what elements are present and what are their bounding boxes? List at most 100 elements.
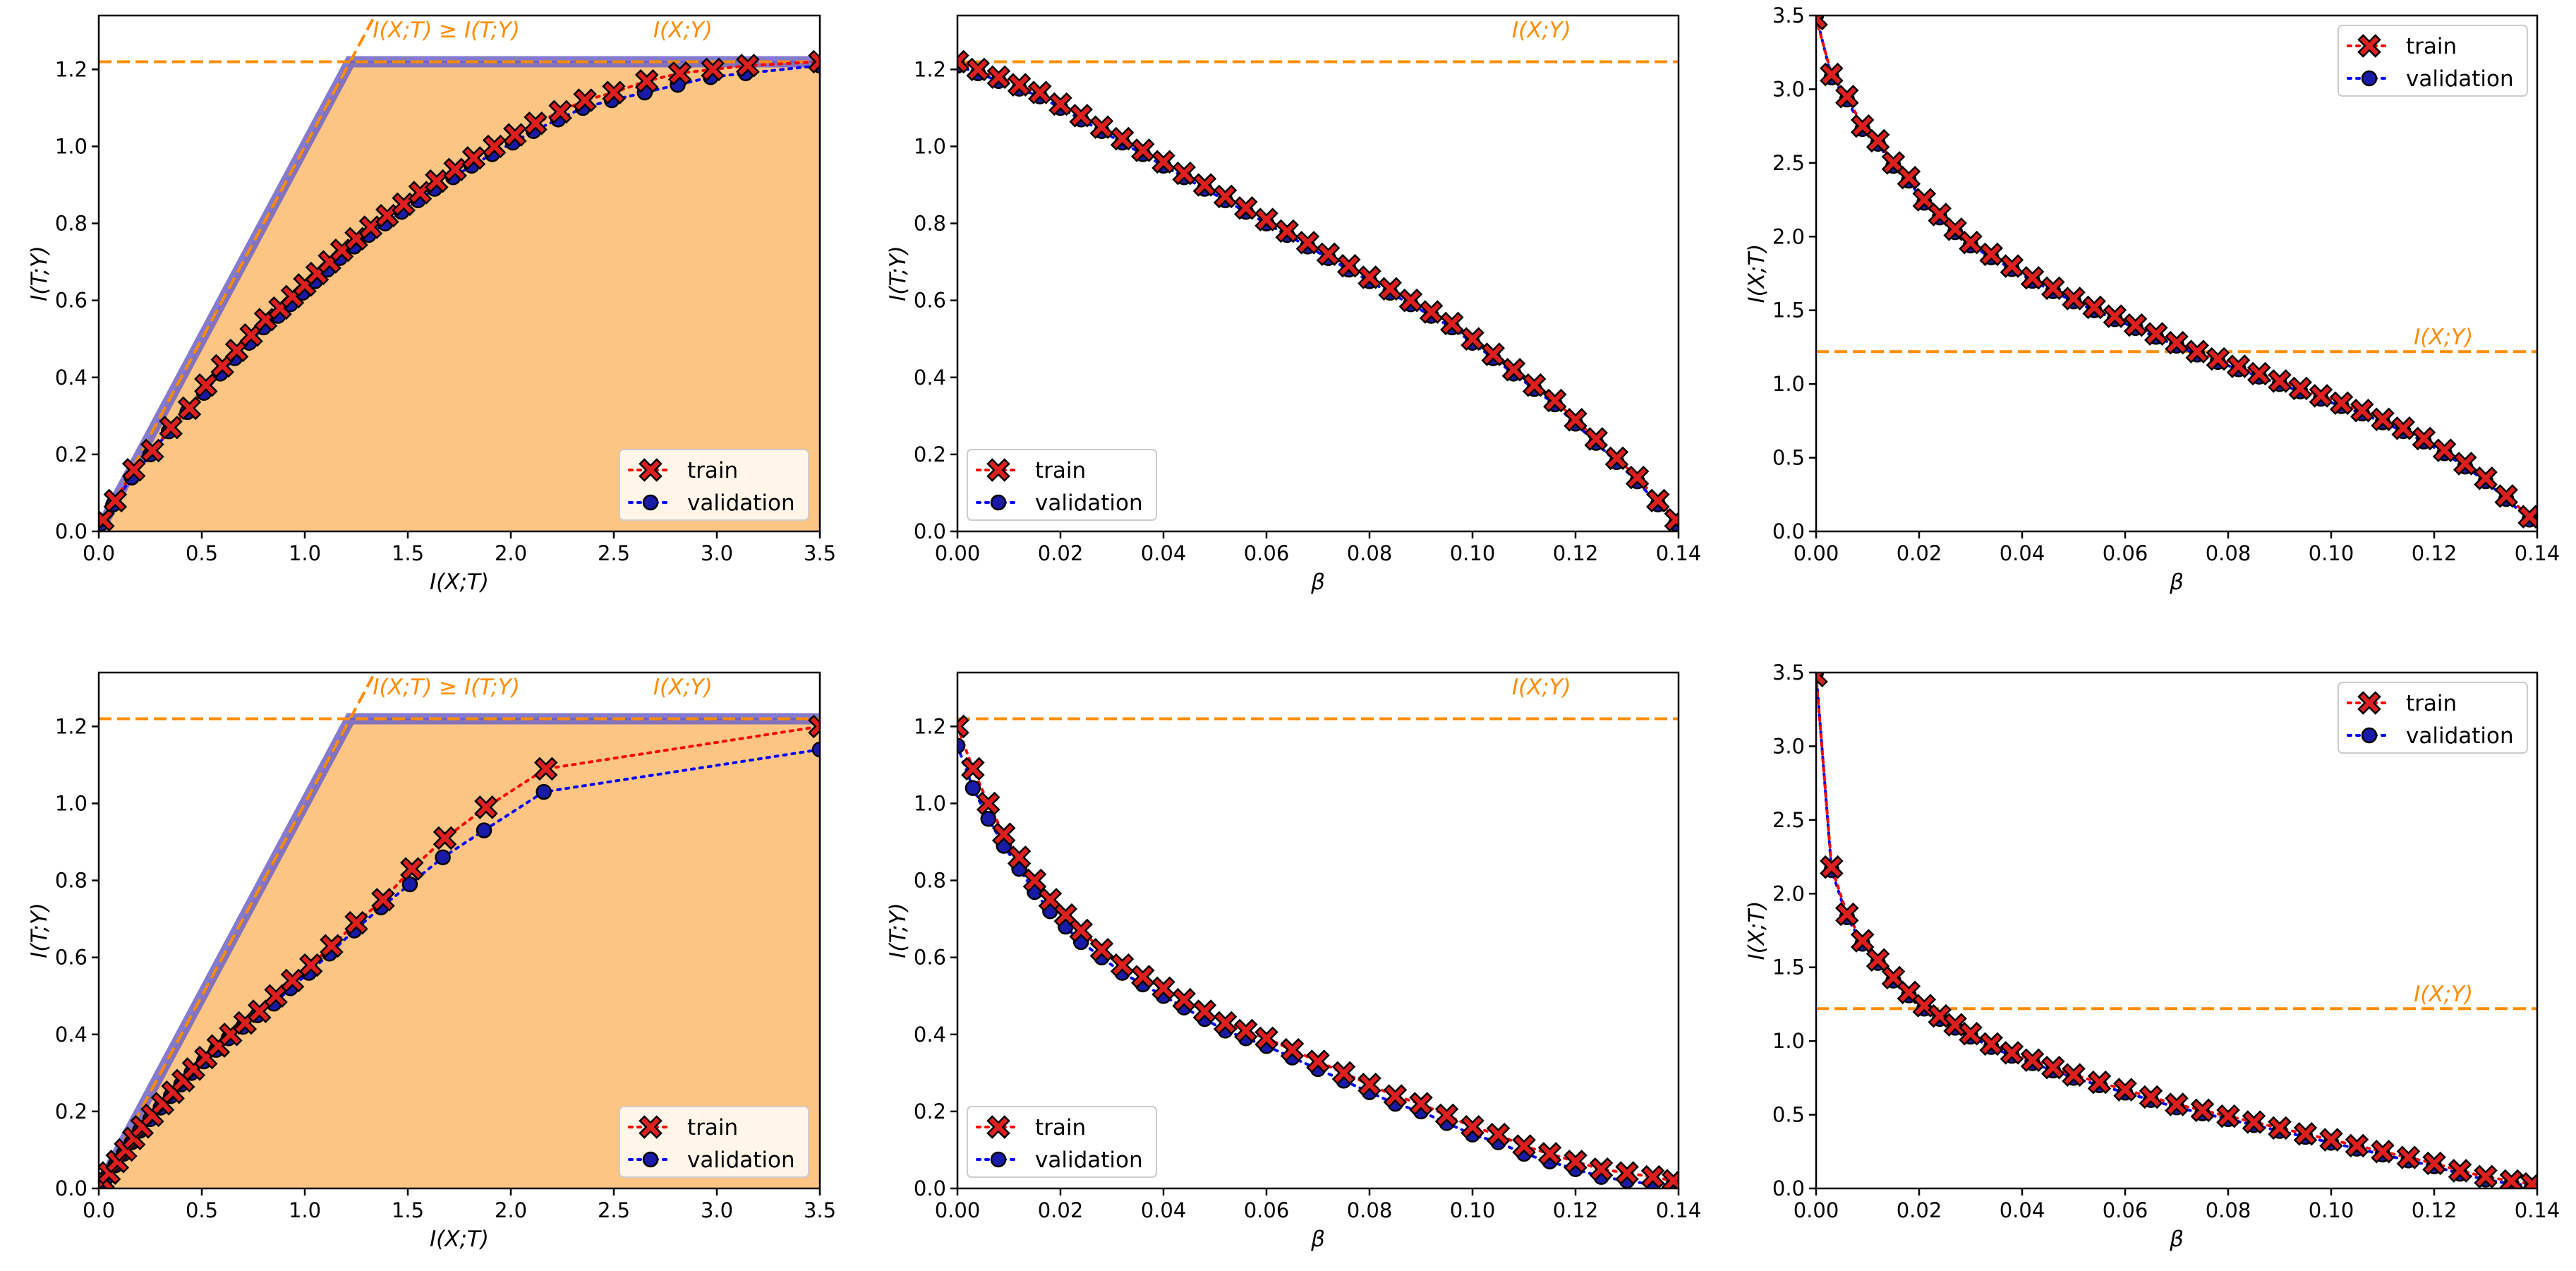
- x-tick-label: 1.0: [289, 1198, 321, 1222]
- train-point: [2432, 438, 2457, 462]
- train-point: [634, 68, 659, 93]
- bound-label: I(X;T) ≥ I(T;Y): [373, 18, 519, 43]
- validation-point: [980, 811, 997, 827]
- y-tick-label: 0.4: [914, 366, 946, 390]
- reference-label: I(X;Y): [2414, 982, 2473, 1007]
- x-axis-label: β: [2169, 1227, 2184, 1252]
- train-point: [344, 910, 368, 935]
- x-tick-label: 0.12: [2412, 541, 2457, 565]
- train-point: [2247, 361, 2271, 386]
- train-point: [474, 795, 498, 819]
- y-tick-label: 0.2: [914, 442, 946, 466]
- train-point: [2165, 1092, 2189, 1116]
- plot-area: [957, 49, 1679, 531]
- validation-point: [435, 849, 451, 866]
- train-point: [2288, 376, 2312, 401]
- train-point: [1028, 80, 1052, 104]
- train-point: [1604, 446, 1629, 471]
- train-point: [1409, 1092, 1433, 1116]
- legend-train-marker: [986, 1115, 1010, 1139]
- train-point: [121, 457, 146, 482]
- train-point: [1501, 358, 1526, 382]
- train-point: [1234, 195, 1258, 220]
- train-point: [280, 968, 305, 993]
- train-point: [701, 57, 725, 82]
- y-tick-label: 3.0: [1772, 77, 1805, 101]
- train-point: [1564, 1150, 1588, 1174]
- x-tick-label: 3.0: [701, 541, 733, 565]
- train-point: [533, 757, 558, 781]
- train-point: [461, 146, 486, 170]
- y-tick-label: 3.0: [1772, 734, 1805, 758]
- train-point: [140, 438, 164, 463]
- x-axis-label: β: [1310, 1227, 1325, 1252]
- x-tick-label: 0.10: [2309, 1198, 2354, 1222]
- train-point: [2319, 1128, 2343, 1152]
- train-point: [2144, 322, 2168, 346]
- y-tick-label: 1.5: [1772, 956, 1805, 980]
- train-point: [1943, 217, 1967, 241]
- validation-point: [811, 741, 820, 758]
- y-tick-label: 0.4: [55, 1023, 87, 1047]
- validation-point: [401, 876, 418, 893]
- y-tick-label: 0.2: [55, 1100, 87, 1124]
- train-point: [1048, 92, 1072, 116]
- train-point: [2293, 1121, 2318, 1146]
- y-tick-label: 0.0: [55, 519, 87, 543]
- x-axis-label: I(X;T): [430, 570, 489, 595]
- train-point: [2268, 1116, 2292, 1140]
- x-tick-label: 0.12: [1553, 541, 1599, 565]
- x-tick-label: 0.10: [1450, 541, 1496, 565]
- train-point: [103, 488, 128, 513]
- train-point: [298, 953, 323, 977]
- train-point: [2020, 265, 2045, 290]
- train-point: [2474, 466, 2498, 490]
- legend-validation-label: validation: [1035, 1147, 1143, 1173]
- train-point: [2000, 254, 2024, 278]
- train-point: [1543, 388, 1567, 413]
- x-tick-label: 0.5: [186, 1198, 218, 1222]
- train-point: [667, 61, 692, 85]
- x-tick-label: 1.0: [289, 541, 321, 565]
- train-point: [573, 88, 597, 112]
- legend-validation-marker: [642, 494, 659, 511]
- y-tick-label: 2.5: [1772, 808, 1805, 832]
- train-point: [177, 396, 202, 421]
- x-tick-label: 0.04: [2000, 1198, 2045, 1222]
- legend-validation-label: validation: [687, 1147, 795, 1173]
- y-tick-label: 2.0: [1772, 224, 1805, 248]
- train-point: [1275, 219, 1299, 243]
- train-point: [1089, 115, 1114, 139]
- x-tick-label: 0.02: [1897, 541, 1942, 565]
- validation-point: [957, 737, 966, 754]
- train-point: [1537, 1142, 1562, 1166]
- x-tick-label: 1.5: [392, 541, 424, 565]
- x-tick-label: 0.12: [1553, 1198, 1599, 1222]
- legend: train validation: [619, 449, 809, 521]
- train-point: [1192, 173, 1217, 197]
- train-point: [2345, 1133, 2369, 1158]
- y-tick-label: 1.2: [914, 57, 946, 81]
- legend: train validation: [967, 1106, 1157, 1178]
- train-point: [1461, 327, 1484, 351]
- train-point: [1069, 104, 1093, 128]
- train-point: [1069, 918, 1093, 943]
- chart-top-right: I(X;Y) 0.00 0.02 0.04 0.06 0.08 0.10 0.12 0.14 0.…: [1744, 4, 2560, 595]
- x-tick-label: 0.00: [1794, 541, 1839, 565]
- train-point: [1131, 965, 1155, 989]
- train-point: [1897, 165, 1921, 190]
- train-point: [2062, 287, 2086, 311]
- train-point: [1625, 465, 1650, 490]
- y-tick-label: 1.0: [55, 134, 87, 158]
- y-axis-label: I(T;Y): [885, 246, 911, 301]
- axes-frame: [1815, 671, 2539, 1190]
- train-point: [1943, 1013, 1967, 1037]
- train-point: [1110, 953, 1135, 977]
- validation-point: [476, 822, 492, 838]
- y-tick-label: 0.6: [914, 289, 946, 313]
- train-point: [1434, 1103, 1459, 1128]
- train-point: [2474, 1164, 2498, 1188]
- train-point: [1615, 1161, 1639, 1185]
- train-point: [1584, 427, 1608, 451]
- validation-line: [957, 744, 1675, 1186]
